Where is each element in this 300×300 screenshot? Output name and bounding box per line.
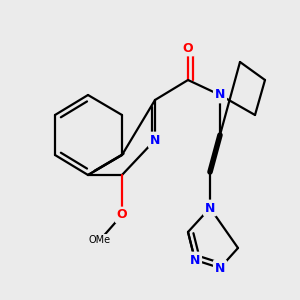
Text: O: O	[117, 208, 127, 221]
Text: O: O	[183, 41, 193, 55]
Text: N: N	[190, 254, 200, 266]
Text: N: N	[215, 88, 225, 101]
Text: N: N	[150, 134, 160, 146]
Text: N: N	[215, 262, 225, 275]
Text: OMe: OMe	[89, 235, 111, 245]
Text: N: N	[205, 202, 215, 214]
